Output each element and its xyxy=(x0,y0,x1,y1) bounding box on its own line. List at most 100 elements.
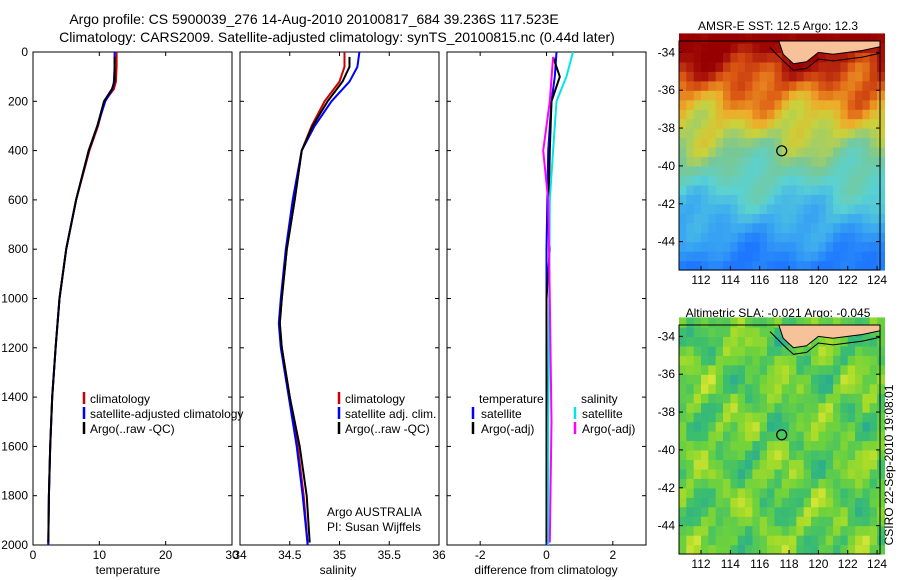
map-cell xyxy=(723,42,731,53)
map-cell xyxy=(796,156,805,167)
map-cell xyxy=(759,52,768,63)
argo-location-marker xyxy=(776,429,788,441)
map-cell xyxy=(752,213,761,224)
map-x-tick-label: 120 xyxy=(808,557,828,571)
map-cell xyxy=(796,184,805,195)
map-cell xyxy=(789,213,797,224)
map-cell xyxy=(693,345,702,356)
map-cell xyxy=(708,468,717,479)
map-cell xyxy=(715,506,724,517)
map-cell xyxy=(789,222,797,233)
map-cell xyxy=(759,222,768,233)
map-cell xyxy=(686,516,695,527)
map-cell xyxy=(833,364,841,375)
map-cell xyxy=(869,478,878,489)
map-cell xyxy=(789,165,797,176)
map-cell xyxy=(825,345,834,356)
map-cell xyxy=(701,412,709,423)
map-cell xyxy=(855,402,863,413)
map-cell xyxy=(796,33,805,44)
map-cell xyxy=(715,194,724,205)
map-cell xyxy=(840,478,849,489)
map-cell xyxy=(723,393,731,404)
map-cell xyxy=(877,128,885,139)
map-cell xyxy=(847,393,856,404)
map-cell xyxy=(825,52,834,63)
map-cell xyxy=(789,317,797,328)
map-cell xyxy=(701,431,709,442)
map-cell xyxy=(847,544,856,555)
map-cell xyxy=(745,440,753,451)
map-cell xyxy=(833,99,841,110)
map-cell xyxy=(811,156,819,167)
map-cell xyxy=(877,449,885,460)
map-cell xyxy=(862,137,871,148)
map-cell xyxy=(679,109,687,120)
map-cell xyxy=(833,535,841,546)
map-cell xyxy=(745,213,753,224)
map-cell xyxy=(789,241,797,252)
map-cell xyxy=(730,33,739,44)
title-line2: Climatology: CARS2009. Satellite-adjuste… xyxy=(59,29,615,45)
map-cell xyxy=(686,128,695,139)
map-cell xyxy=(730,459,739,470)
map-cell xyxy=(796,99,805,110)
map-cell xyxy=(708,374,717,385)
map-cell xyxy=(818,516,827,527)
map-cell xyxy=(774,326,783,337)
map-cell xyxy=(759,459,768,470)
map-cell xyxy=(796,137,805,148)
map-cell xyxy=(789,203,797,214)
map-cell xyxy=(708,52,717,63)
map-cell xyxy=(862,260,871,271)
map-cell xyxy=(796,516,805,527)
map-cell xyxy=(723,203,731,214)
map-cell xyxy=(781,175,790,186)
map-cell xyxy=(862,487,871,498)
map-cell xyxy=(811,80,819,91)
map-cell xyxy=(862,61,871,72)
map-cell xyxy=(811,241,819,252)
map-cell xyxy=(701,147,709,158)
map-cell xyxy=(855,61,863,72)
map-cell xyxy=(825,478,834,489)
map-cell xyxy=(855,506,863,517)
map-cell xyxy=(686,80,695,91)
map-cell xyxy=(774,535,783,546)
map-cell xyxy=(708,402,717,413)
map-cell xyxy=(869,383,878,394)
map-cell xyxy=(774,431,783,442)
map-cell xyxy=(767,52,775,63)
map-cell xyxy=(759,241,768,252)
map-cell xyxy=(759,525,768,536)
map-cell xyxy=(811,118,819,129)
map-cell xyxy=(745,165,753,176)
map-cell xyxy=(715,402,724,413)
map-cell xyxy=(723,232,731,243)
map-cell xyxy=(723,440,731,451)
map-cell xyxy=(855,33,863,44)
map-cell xyxy=(759,71,768,82)
map-cell xyxy=(693,184,702,195)
map-cell xyxy=(723,535,731,546)
map-x-tick-label: 114 xyxy=(721,557,740,571)
map-cell xyxy=(811,99,819,110)
map-cell xyxy=(730,260,739,271)
map-cell xyxy=(796,506,805,517)
map-cell xyxy=(715,118,724,129)
map-cell xyxy=(818,260,827,271)
map-cell xyxy=(833,33,841,44)
map-cell xyxy=(862,412,871,423)
map-cell xyxy=(781,544,790,555)
map-cell xyxy=(723,147,731,158)
map-cell xyxy=(701,213,709,224)
map-cell xyxy=(767,80,775,91)
x-tick-label: 35.5 xyxy=(378,548,402,562)
map-cell xyxy=(811,412,819,423)
map-cell xyxy=(737,156,746,167)
map-cell xyxy=(774,118,783,129)
map-cell xyxy=(862,52,871,63)
map-cell xyxy=(877,194,885,205)
map-cell xyxy=(767,260,775,271)
map-cell xyxy=(679,203,687,214)
